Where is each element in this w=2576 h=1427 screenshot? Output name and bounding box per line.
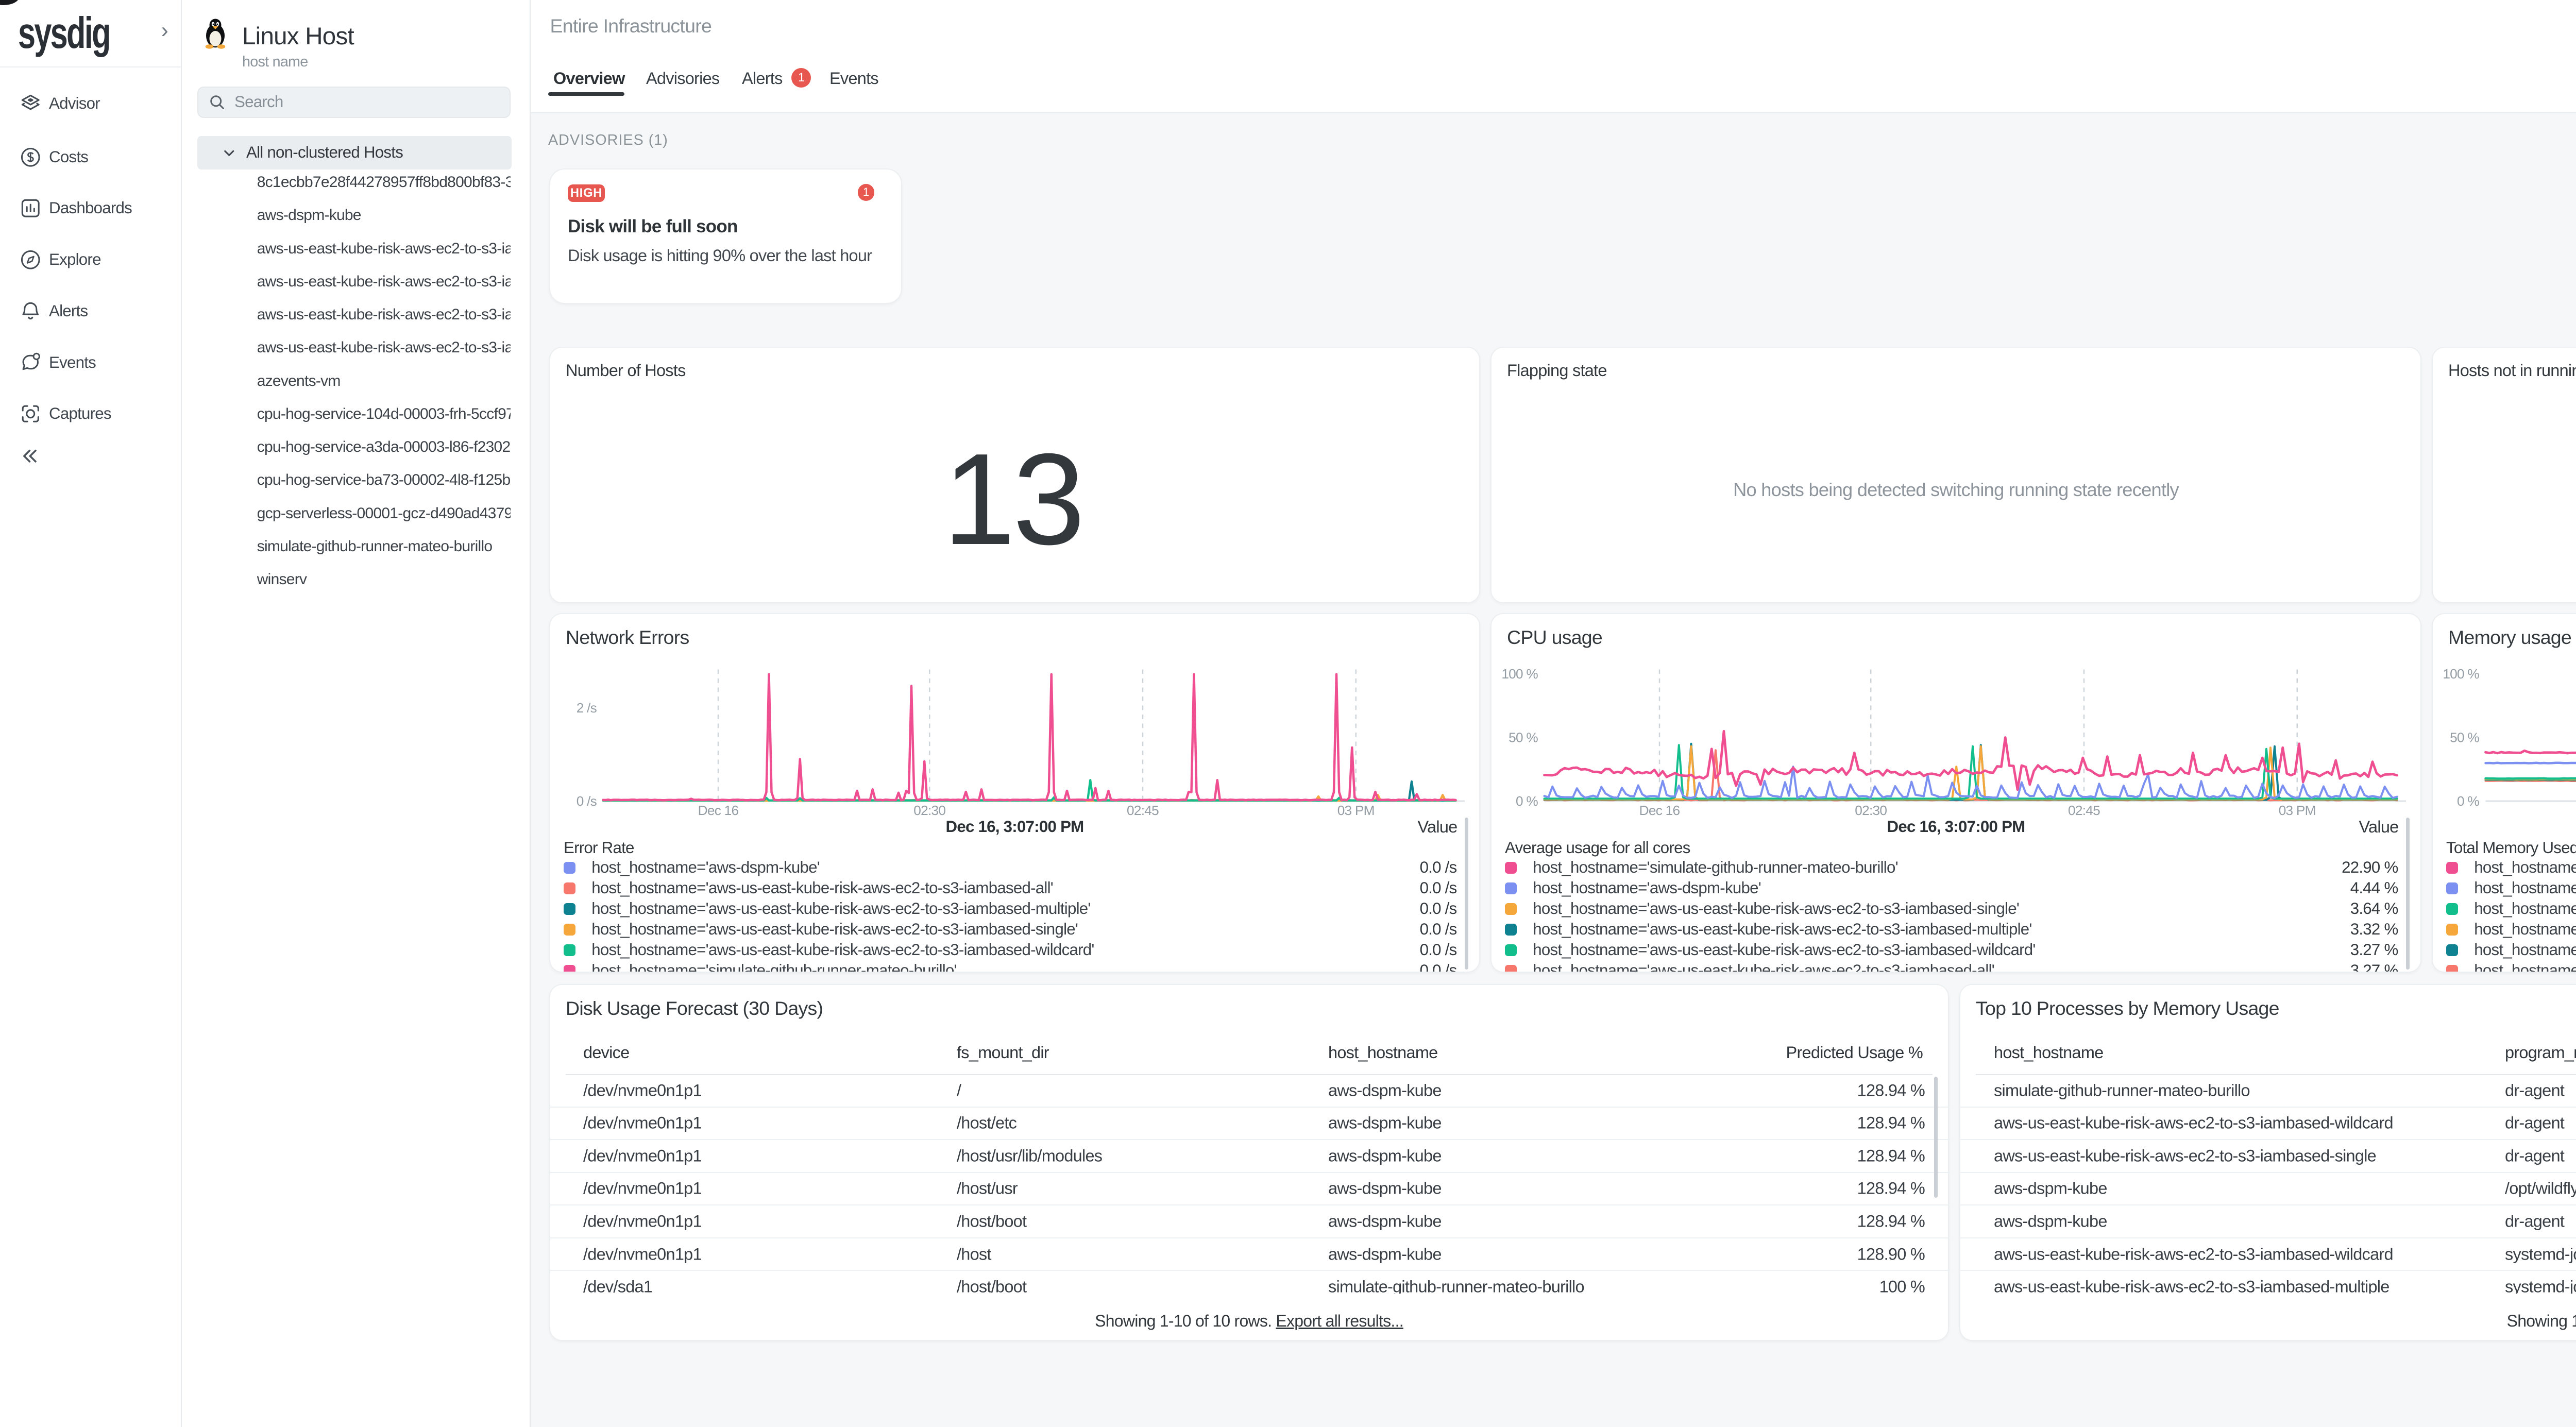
svg-text:100 %: 100 % [2443,666,2479,682]
svg-text:02:45: 02:45 [2068,803,2100,818]
svg-text:2 /s: 2 /s [577,700,597,716]
svg-text:50 %: 50 % [2450,729,2479,745]
svg-text:Dec 16: Dec 16 [698,803,739,818]
svg-text:0 %: 0 % [1516,793,1538,809]
svg-text:02:30: 02:30 [1855,803,1887,818]
svg-text:02:30: 02:30 [913,803,945,818]
svg-text:03 PM: 03 PM [2279,803,2316,818]
svg-text:0 %: 0 % [2457,793,2479,809]
svg-text:100 %: 100 % [1501,666,1538,682]
svg-text:Dec 16: Dec 16 [1639,803,1680,818]
svg-text:0 /s: 0 /s [577,793,597,809]
svg-text:50 %: 50 % [1509,729,1538,745]
svg-text:03 PM: 03 PM [1337,803,1375,818]
svg-text:02:45: 02:45 [1127,803,1159,818]
